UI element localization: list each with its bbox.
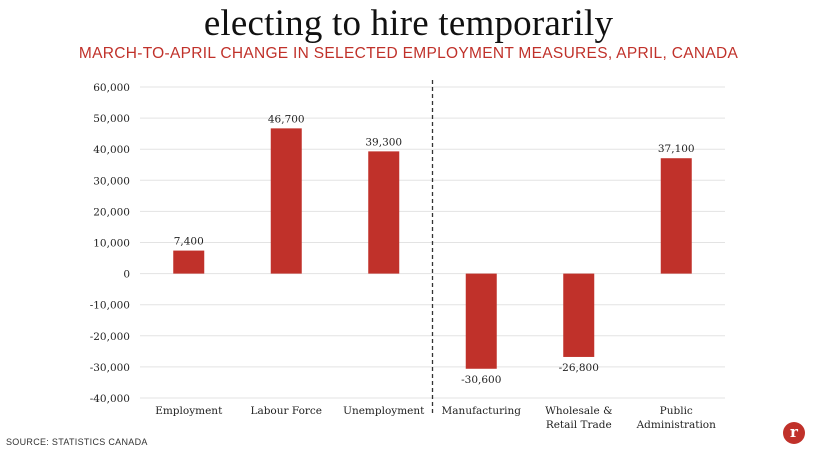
y-tick-label: -20,000 xyxy=(90,331,130,343)
bar xyxy=(563,273,595,357)
category-label: Public xyxy=(660,405,693,417)
y-tick-label: -10,000 xyxy=(90,300,130,312)
data-label: 46,700 xyxy=(268,113,305,125)
y-tick-label: -40,000 xyxy=(90,393,130,405)
y-tick-label: 60,000 xyxy=(93,82,130,94)
y-tick-label: 30,000 xyxy=(93,175,130,187)
category-label: Administration xyxy=(636,419,717,431)
y-tick-label: 20,000 xyxy=(93,206,130,218)
data-labels: 7,400 46,700 39,300 -30,600 -26,800 37,100 xyxy=(174,113,695,385)
bar xyxy=(660,158,692,274)
category-label: Employment xyxy=(155,405,223,417)
category-labels: Employment Labour Force Unemployment Manufa… xyxy=(155,405,716,431)
chart-subtitle: MARCH-TO-APRIL CHANGE IN SELECTED EMPLOY… xyxy=(78,45,739,62)
data-label: 39,300 xyxy=(365,136,402,148)
brand-logo: r xyxy=(783,422,805,444)
category-label: Labour Force xyxy=(250,405,322,417)
category-label: Wholesale & xyxy=(545,405,612,417)
category-label: Retail Trade xyxy=(546,419,612,431)
y-tick-label: 40,000 xyxy=(93,144,130,156)
category-label: Unemployment xyxy=(343,405,425,417)
chart-title: electing to hire temporarily xyxy=(203,3,614,44)
data-label: -26,800 xyxy=(559,362,599,374)
data-label: -30,600 xyxy=(461,374,501,386)
bars xyxy=(173,128,692,369)
y-tick-label: -30,000 xyxy=(90,362,130,374)
source-note: SOURCE: STATISTICS CANADA xyxy=(6,437,148,447)
y-tick-label: 0 xyxy=(123,269,130,281)
y-tick-label: 50,000 xyxy=(93,113,130,125)
data-label: 37,100 xyxy=(658,143,695,155)
y-tick-label: 10,000 xyxy=(93,238,130,250)
bar xyxy=(270,128,302,274)
bar xyxy=(173,250,205,274)
y-axis: 60,000 50,000 40,000 30,000 20,000 10,000 0 -10… xyxy=(90,82,130,405)
category-label: Manufacturing xyxy=(442,405,522,417)
bar xyxy=(368,151,400,274)
data-label: 7,400 xyxy=(174,236,204,248)
bar xyxy=(465,273,497,369)
